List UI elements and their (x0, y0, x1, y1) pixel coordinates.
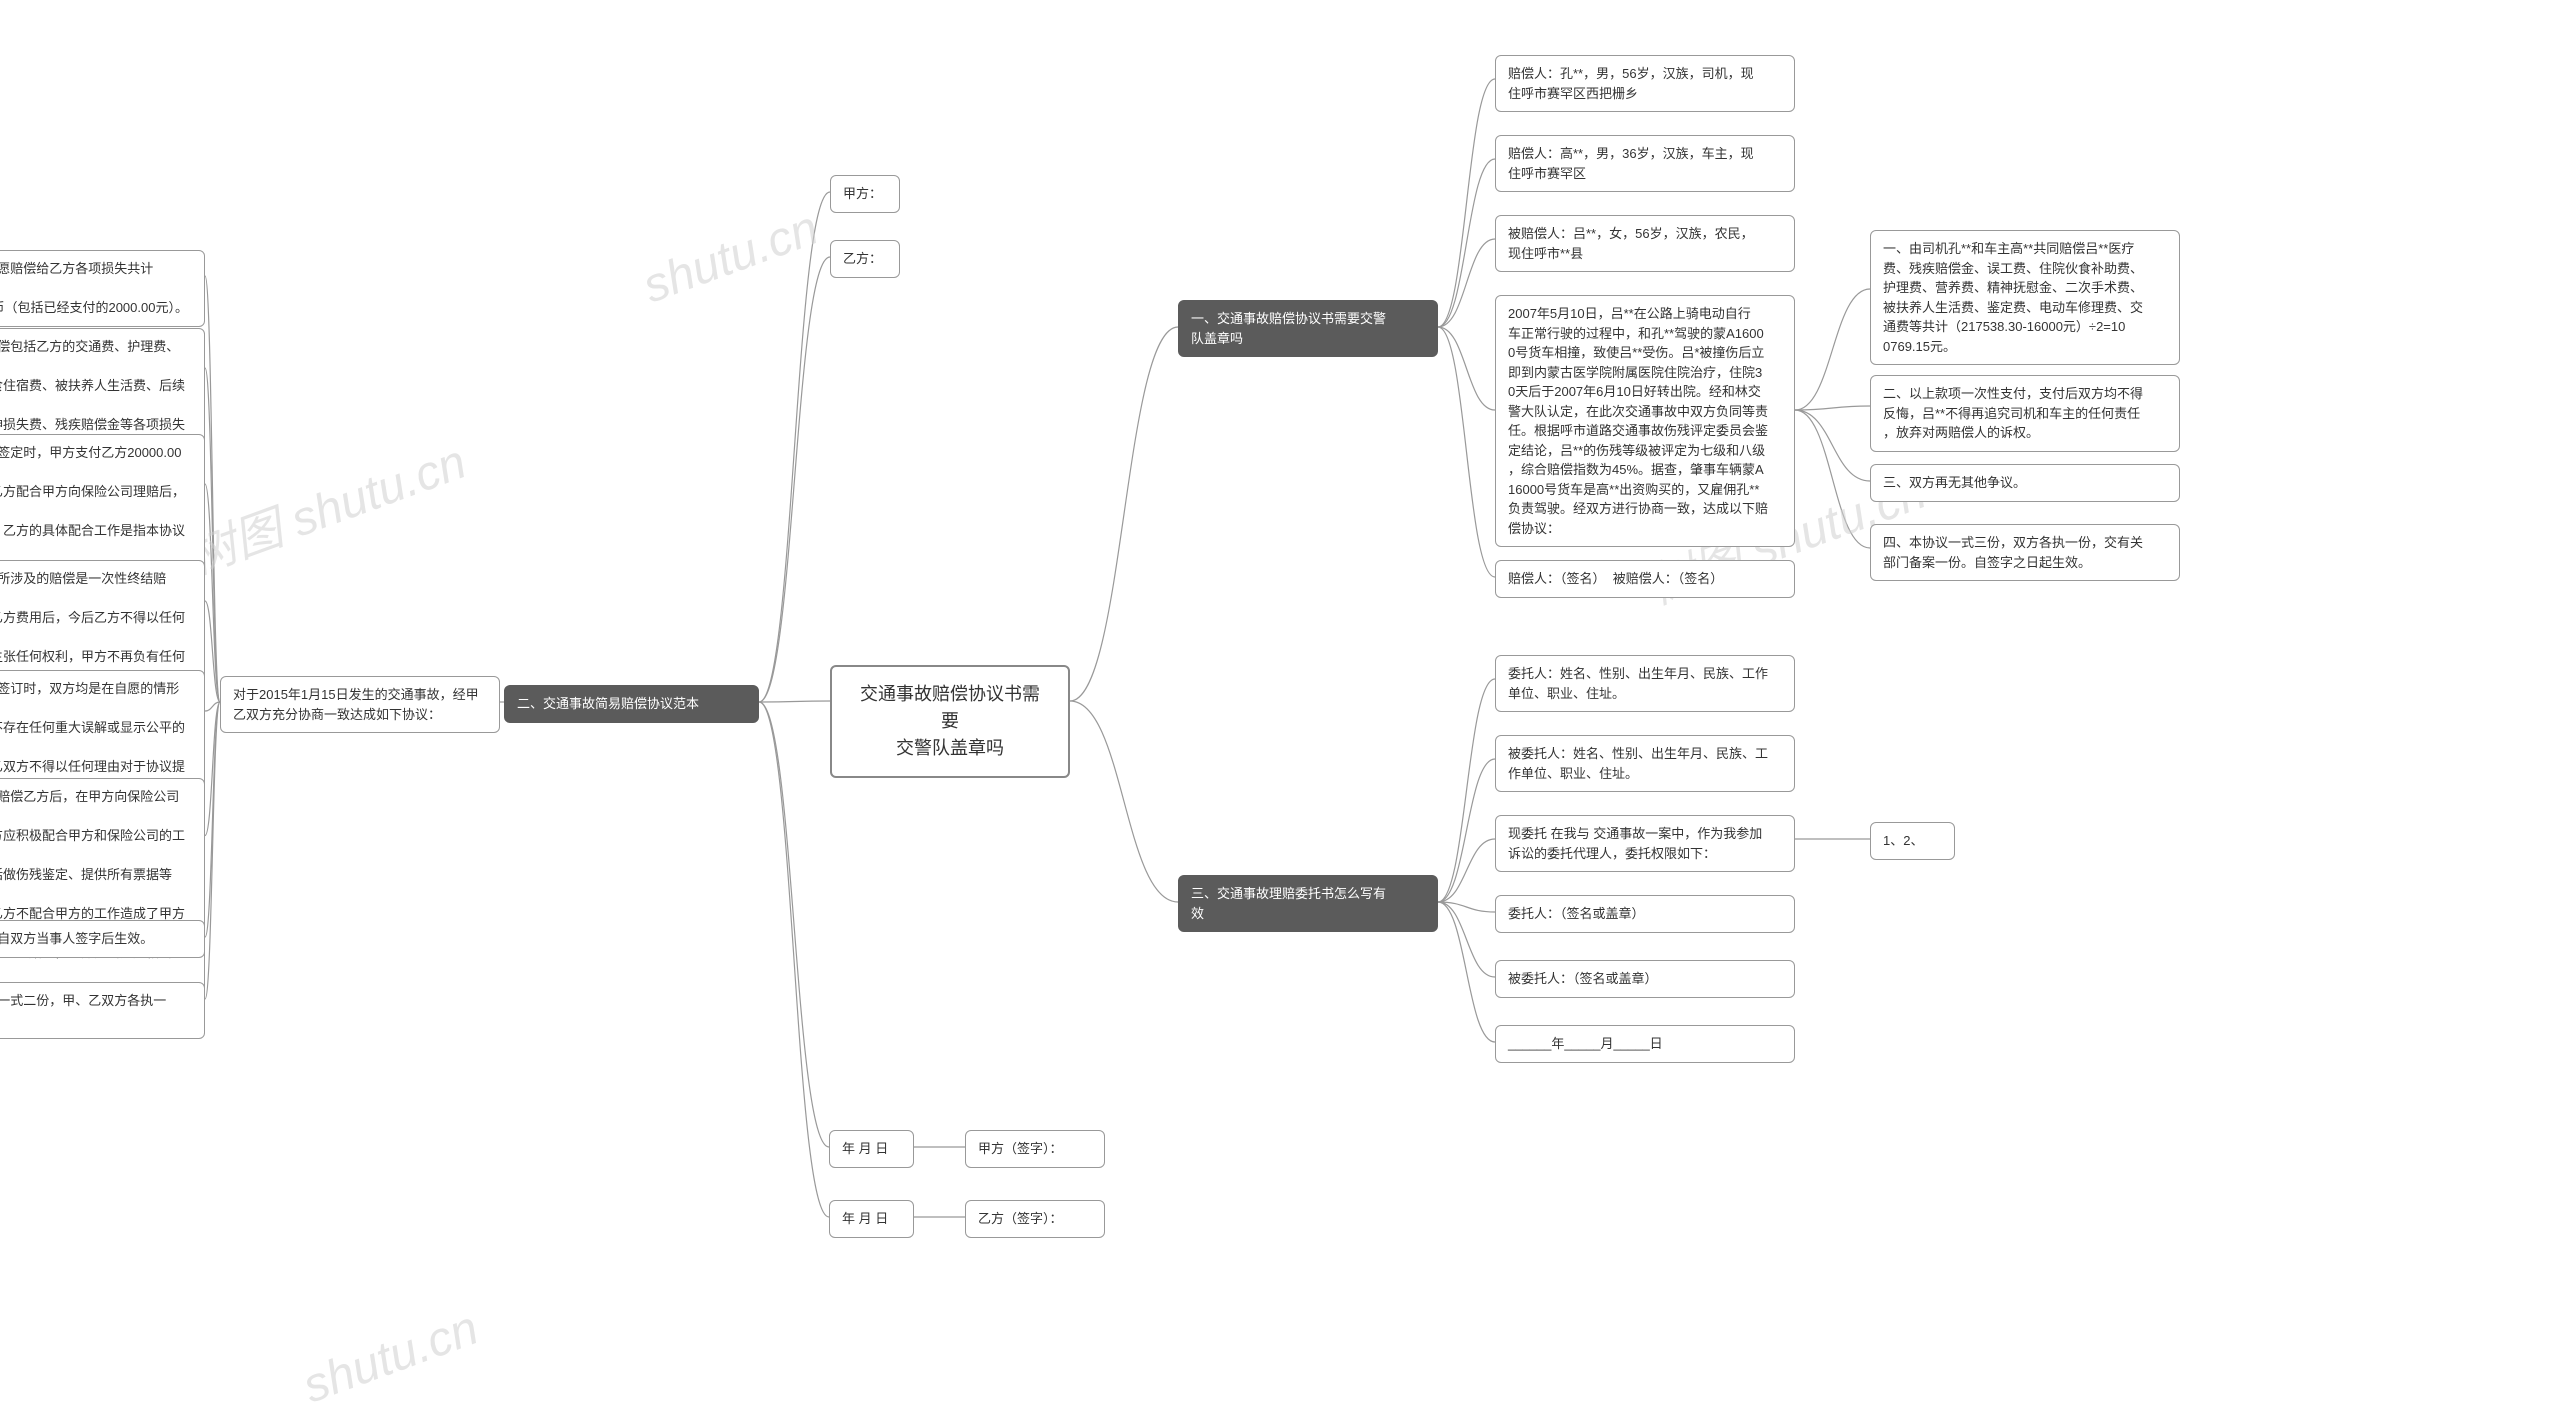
node-label: 8、本协议一式二份，甲、乙双方各执一份。 (0, 993, 166, 1028)
mindmap-node: 三、双方再无其他争议。 (1870, 464, 2180, 502)
node-label: 三、交通事故理赔委托书怎么写有 效 (1191, 886, 1386, 921)
node-label: 赔偿人：高**，男，36岁，汉族，车主，现 住呼市赛罕区 (1508, 146, 1754, 181)
node-label: 三、双方再无其他争议。 (1883, 475, 2026, 490)
node-label: 1、甲方自愿赔偿给乙方各项损失共计45000. 00元人民币（包括已经支付的20… (0, 261, 188, 315)
node-label: 被委托人：（签名或盖章） (1508, 971, 1658, 986)
node-label: 甲方（签字）： (978, 1141, 1063, 1156)
mindmap-node: 对于2015年1月15日发生的交通事故，经甲 乙双方充分协商一致达成如下协议： (220, 676, 500, 733)
watermark: 树图 shutu.cn (177, 422, 474, 587)
node-label: 6、在甲方赔偿乙方后，在甲方向保险公司理 赔时，乙方应积极配合甲方和保险公司的工… (0, 789, 185, 999)
node-label: 委托人：姓名、性别、出生年月、民族、工作 单位、职业、住址。 (1508, 666, 1768, 701)
mindmap-node: 一、交通事故赔偿协议书需要交警 队盖章吗 (1178, 300, 1438, 357)
node-label: 赔偿人：孔**，男，56岁，汉族，司机，现 住呼市赛罕区西把栅乡 (1508, 66, 1754, 101)
mindmap-node: 甲方（签字）： (965, 1130, 1105, 1168)
node-label: ______年_____月_____日 (1508, 1036, 1663, 1051)
node-label: 二、以上款项一次性支付，支付后双方均不得 反悔，吕**不得再追究司机和车主的任何… (1883, 386, 2143, 440)
mindmap-node: 年 月 日 (829, 1200, 914, 1238)
node-label: 二、交通事故简易赔偿协议范本 (517, 696, 699, 711)
mindmap-node: 1、甲方自愿赔偿给乙方各项损失共计45000. 00元人民币（包括已经支付的20… (0, 250, 205, 327)
watermark: shutu.cn (296, 1301, 485, 1414)
mindmap-node: 三、交通事故理赔委托书怎么写有 效 (1178, 875, 1438, 932)
node-label: 乙方（签字）： (978, 1211, 1063, 1226)
mindmap-node: 7、本协议自双方当事人签字后生效。 (0, 920, 205, 958)
mindmap-node: 被赔偿人：吕**，女，56岁，汉族，农民， 现住呼市**县 (1495, 215, 1795, 272)
mindmap-node: 二、以上款项一次性支付，支付后双方均不得 反悔，吕**不得再追究司机和车主的任何… (1870, 375, 2180, 452)
node-label: 委托人：（签名或盖章） (1508, 906, 1645, 921)
node-label: 一、交通事故赔偿协议书需要交警 队盖章吗 (1191, 311, 1386, 346)
node-label: 对于2015年1月15日发生的交通事故，经甲 乙双方充分协商一致达成如下协议： (233, 687, 479, 722)
mindmap-node: 四、本协议一式三份，双方各执一份，交有关 部门备案一份。自签字之日起生效。 (1870, 524, 2180, 581)
mindmap-node: 1、2、 (1870, 822, 1955, 860)
watermark: shutu.cn (636, 201, 825, 315)
node-label: 年 月 日 (842, 1141, 888, 1156)
node-label: 被委托人：姓名、性别、出生年月、民族、工 作单位、职业、住址。 (1508, 746, 1768, 781)
mindmap-node: 年 月 日 (829, 1130, 914, 1168)
node-label: 2007年5月10日，吕**在公路上骑电动自行 车正常行驶的过程中，和孔**驾驶… (1508, 306, 1768, 536)
node-label: 年 月 日 (842, 1211, 888, 1226)
node-label: 交通事故赔偿协议书需要 交警队盖章吗 (860, 684, 1040, 758)
mindmap-node: 赔偿人：孔**，男，56岁，汉族，司机，现 住呼市赛罕区西把栅乡 (1495, 55, 1795, 112)
mindmap-node: 乙方： (830, 240, 900, 278)
mindmap-node: 一、由司机孔**和车主高**共同赔偿吕**医疗 费、残疾赔偿金、误工费、住院伙食… (1870, 230, 2180, 365)
node-label: 1、2、 (1883, 833, 1923, 848)
node-label: 乙方： (843, 251, 882, 266)
mindmap-node: 被委托人：姓名、性别、出生年月、民族、工 作单位、职业、住址。 (1495, 735, 1795, 792)
mindmap-node: 乙方（签字）： (965, 1200, 1105, 1238)
node-label: 一、由司机孔**和车主高**共同赔偿吕**医疗 费、残疾赔偿金、误工费、住院伙食… (1883, 241, 2143, 354)
mindmap-node: 委托人：（签名或盖章） (1495, 895, 1795, 933)
node-label: 四、本协议一式三份，双方各执一份，交有关 部门备案一份。自签字之日起生效。 (1883, 535, 2143, 570)
node-label: 现委托 在我与 交通事故一案中，作为我参加 诉讼的委托代理人，委托权限如下： (1508, 826, 1762, 861)
mindmap-node: 现委托 在我与 交通事故一案中，作为我参加 诉讼的委托代理人，委托权限如下： (1495, 815, 1795, 872)
mindmap-node: 二、交通事故简易赔偿协议范本 (504, 685, 759, 723)
mindmap-node: 被委托人：（签名或盖章） (1495, 960, 1795, 998)
mindmap-node: 2007年5月10日，吕**在公路上骑电动自行 车正常行驶的过程中，和孔**驾驶… (1495, 295, 1795, 547)
mindmap-node: 交通事故赔偿协议书需要 交警队盖章吗 (830, 665, 1070, 778)
mindmap-node: 赔偿人：（签名） 被赔偿人：（签名） (1495, 560, 1795, 598)
mindmap-node: 6、在甲方赔偿乙方后，在甲方向保险公司理 赔时，乙方应积极配合甲方和保险公司的工… (0, 778, 205, 1011)
mindmap-node: 甲方： (830, 175, 900, 213)
mindmap-node: 赔偿人：高**，男，36岁，汉族，车主，现 住呼市赛罕区 (1495, 135, 1795, 192)
node-label: 被赔偿人：吕**，女，56岁，汉族，农民， 现住呼市**县 (1508, 226, 1754, 261)
mindmap-node: ______年_____月_____日 (1495, 1025, 1795, 1063)
node-label: 7、本协议自双方当事人签字后生效。 (0, 931, 153, 946)
node-label: 甲方： (843, 186, 882, 201)
node-label: 赔偿人：（签名） 被赔偿人：（签名） (1508, 571, 1723, 586)
mindmap-node: 委托人：姓名、性别、出生年月、民族、工作 单位、职业、住址。 (1495, 655, 1795, 712)
mindmap-node: 8、本协议一式二份，甲、乙双方各执一份。 (0, 982, 205, 1039)
